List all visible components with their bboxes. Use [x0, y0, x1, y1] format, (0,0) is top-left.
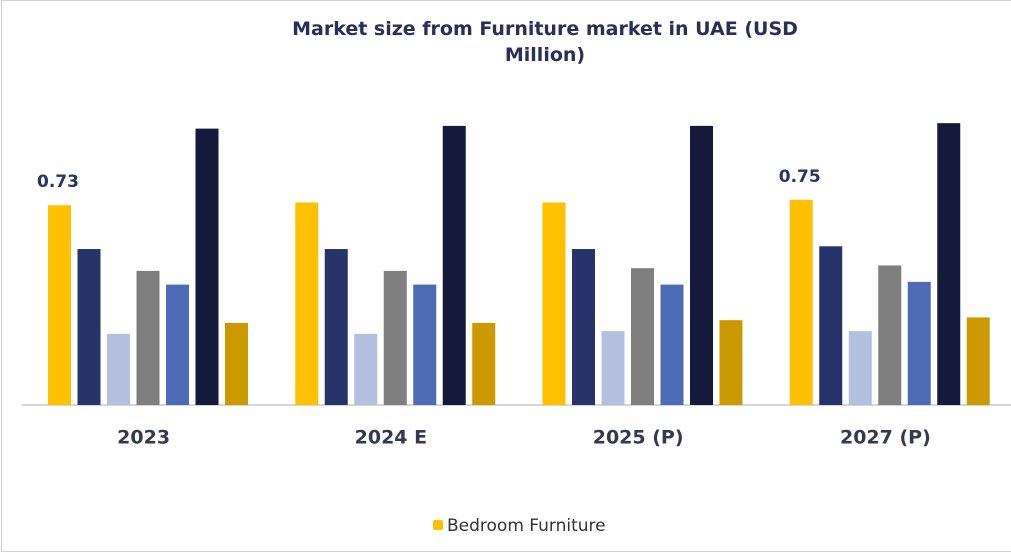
x-tick-label: 2024 E — [355, 427, 427, 449]
bar — [166, 284, 189, 405]
bar — [324, 249, 348, 405]
bar — [295, 202, 319, 405]
bar — [631, 268, 654, 405]
bar — [542, 202, 566, 405]
data-label: 0.73 — [37, 172, 79, 192]
data-label: 0.75 — [779, 167, 821, 187]
bar — [690, 125, 713, 406]
x-tick-label: 2025 (P) — [593, 427, 684, 449]
bar — [966, 317, 990, 405]
bar — [195, 128, 219, 406]
bar — [107, 333, 130, 405]
bar — [354, 333, 378, 405]
bar — [937, 123, 961, 406]
bar — [789, 199, 813, 405]
bar — [442, 125, 466, 406]
bar — [660, 284, 684, 405]
bar — [383, 270, 407, 405]
bar — [472, 322, 496, 405]
bar — [48, 205, 71, 405]
bar — [819, 246, 843, 405]
bar — [225, 322, 248, 405]
bar — [848, 331, 872, 405]
bar — [136, 270, 160, 405]
bar — [413, 284, 437, 405]
legend-label: Bedroom Furniture — [447, 516, 606, 536]
x-tick-label: 2023 — [117, 427, 170, 449]
bar — [907, 281, 931, 405]
bar — [77, 249, 101, 405]
chart-title: Market size from Furniture market in UAE… — [292, 18, 798, 66]
bar — [601, 331, 625, 405]
x-tick-label: 2027 (P) — [840, 427, 931, 449]
bar — [878, 265, 902, 405]
bar — [572, 249, 595, 405]
bar — [719, 320, 743, 405]
legend-swatch — [433, 520, 443, 530]
